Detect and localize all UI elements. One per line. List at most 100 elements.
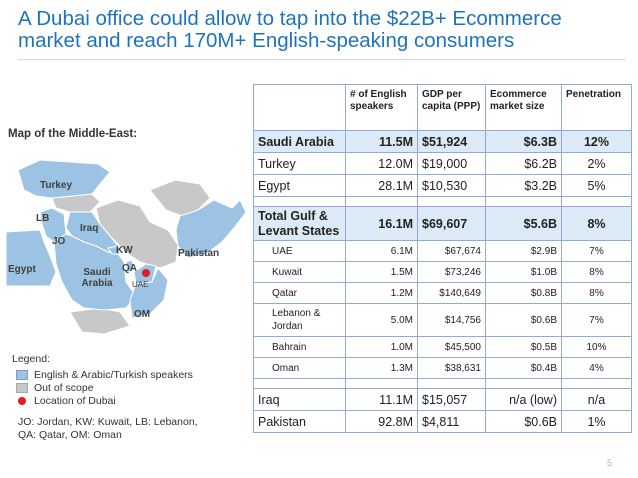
- row-penetration: 8%: [561, 206, 632, 241]
- row-penetration: n/a: [561, 388, 632, 411]
- region-kuwait: [107, 245, 121, 255]
- row-gdp: $14,756: [417, 303, 486, 337]
- region-saudi-arabia: [53, 233, 137, 311]
- row-penetration: 5%: [561, 174, 632, 197]
- row-country: Qatar: [253, 282, 346, 304]
- map-legend: Legend: English & Arabic/Turkish speaker…: [12, 353, 193, 407]
- row-penetration: 8%: [561, 282, 632, 304]
- table-row: Kuwait 1.5M $73,246 $1.0B 8%: [253, 261, 632, 283]
- table-row: Saudi Arabia 11.5M $51,924 $6.3B 12%: [253, 130, 632, 153]
- label-lb: LB: [36, 213, 50, 224]
- row-english-speakers: 1.3M: [345, 357, 418, 379]
- table-row: Egypt 28.1M $10,530 $3.2B 5%: [253, 174, 632, 197]
- row-country: Bahrain: [253, 336, 346, 358]
- middle-east-map: [5, 159, 247, 335]
- table-row: Turkey 12.0M $19,000 $6.2B 2%: [253, 152, 632, 175]
- out-of-scope-region-yemen: [69, 307, 131, 335]
- out-of-scope-region-afghanistan: [149, 179, 211, 217]
- row-country: Kuwait: [253, 261, 346, 283]
- row-market-size: $0.6B: [485, 303, 562, 337]
- title-line-1: A Dubai office could allow to tap into t…: [18, 7, 562, 30]
- row-market-size: $6.2B: [485, 152, 562, 175]
- abbreviations-line-1: JO: Jordan, KW: Kuwait, LB: Lebanon,: [18, 416, 198, 428]
- row-market-size: $0.8B: [485, 282, 562, 304]
- row-market-size: $1.0B: [485, 261, 562, 283]
- row-country: Oman: [253, 357, 346, 379]
- label-saudi-arabia: Saudi Arabia: [81, 267, 113, 289]
- row-country: UAE: [253, 240, 346, 262]
- row-english-speakers: 11.5M: [345, 130, 418, 153]
- label-om: OM: [134, 309, 151, 320]
- row-market-size: $3.2B: [485, 174, 562, 197]
- row-gdp: $45,500: [417, 336, 486, 358]
- table-row: Total Gulf & Levant States 16.1M $69,607…: [253, 206, 632, 241]
- row-penetration: 2%: [561, 152, 632, 175]
- row-country: Pakistan: [253, 410, 346, 433]
- row-english-speakers: 1.0M: [345, 336, 418, 358]
- market-table: # of English speakers GDP per capita (PP…: [253, 84, 632, 433]
- header-ecommerce-market-size: Ecommerce market size: [485, 84, 562, 131]
- row-penetration: 4%: [561, 357, 632, 379]
- slide-title: A Dubai office could allow to tap into t…: [18, 8, 618, 52]
- row-gdp: $38,631: [417, 357, 486, 379]
- region-oman: [129, 267, 169, 319]
- row-market-size: $2.9B: [485, 240, 562, 262]
- row-country: Iraq: [253, 388, 346, 411]
- legend-item-in-scope: English & Arabic/Turkish speakers: [16, 368, 193, 381]
- row-gdp: $51,924: [417, 130, 486, 153]
- abbreviations-note: JO: Jordan, KW: Kuwait, LB: Lebanon, QA:…: [18, 416, 198, 442]
- grey-swatch-icon: [16, 382, 28, 393]
- row-penetration: 10%: [561, 336, 632, 358]
- dubai-location-dot: [142, 269, 150, 277]
- map-heading: Map of the Middle-East:: [8, 128, 138, 140]
- region-egypt: [5, 229, 57, 287]
- title-line-2: market and reach 170M+ English-speaking …: [18, 29, 515, 52]
- table-header-row: # of English speakers GDP per capita (PP…: [253, 84, 632, 131]
- row-market-size: $6.3B: [485, 130, 562, 153]
- row-market-size: $5.6B: [485, 206, 562, 241]
- row-english-speakers: 28.1M: [345, 174, 418, 197]
- page-number: 5: [606, 458, 612, 468]
- row-gdp: $4,811: [417, 410, 486, 433]
- row-english-speakers: 16.1M: [345, 206, 418, 241]
- legend-title: Legend:: [12, 353, 50, 365]
- blue-swatch-icon: [16, 369, 28, 380]
- row-market-size: n/a (low): [485, 388, 562, 411]
- row-gdp: $10,530: [417, 174, 486, 197]
- row-gdp: $67,674: [417, 240, 486, 262]
- label-pakistan: Pakistan: [178, 248, 220, 259]
- table-row: Oman 1.3M $38,631 $0.4B 4%: [253, 357, 632, 379]
- red-dot-icon: [18, 396, 26, 405]
- table-row: Lebanon & Jordan 5.0M $14,756 $0.6B 7%: [253, 303, 632, 337]
- row-english-speakers: 5.0M: [345, 303, 418, 337]
- table-row: Pakistan 92.8M $4,811 $0.6B 1%: [253, 410, 632, 433]
- label-turkey: Turkey: [40, 180, 73, 191]
- row-gdp: $19,000: [417, 152, 486, 175]
- row-penetration: 1%: [561, 410, 632, 433]
- label-kw: KW: [116, 245, 133, 256]
- label-qa: QA: [122, 263, 137, 274]
- row-gdp: $73,246: [417, 261, 486, 283]
- table-spacer-row: [253, 378, 632, 389]
- header-blank-cell: [253, 84, 346, 131]
- row-english-speakers: 11.1M: [345, 388, 418, 411]
- legend-label-out-of-scope: Out of scope: [34, 381, 94, 394]
- region-pakistan: [175, 199, 247, 259]
- abbreviations-line-2: QA: Qatar, OM: Oman: [18, 429, 122, 441]
- header-penetration: Penetration: [561, 84, 632, 131]
- row-country: Egypt: [253, 174, 346, 197]
- title-divider: [18, 59, 626, 60]
- label-iraq: Iraq: [80, 223, 99, 234]
- row-gdp: $140,649: [417, 282, 486, 304]
- region-turkey: [17, 159, 111, 199]
- row-english-speakers: 1.5M: [345, 261, 418, 283]
- table-row: Bahrain 1.0M $45,500 $0.5B 10%: [253, 336, 632, 358]
- row-penetration: 7%: [561, 303, 632, 337]
- row-market-size: $0.6B: [485, 410, 562, 433]
- row-gdp: $69,607: [417, 206, 486, 241]
- row-market-size: $0.5B: [485, 336, 562, 358]
- row-country: Turkey: [253, 152, 346, 175]
- row-english-speakers: 1.2M: [345, 282, 418, 304]
- table-row: Iraq 11.1M $15,057 n/a (low) n/a: [253, 388, 632, 411]
- label-uae: UAE: [132, 280, 149, 289]
